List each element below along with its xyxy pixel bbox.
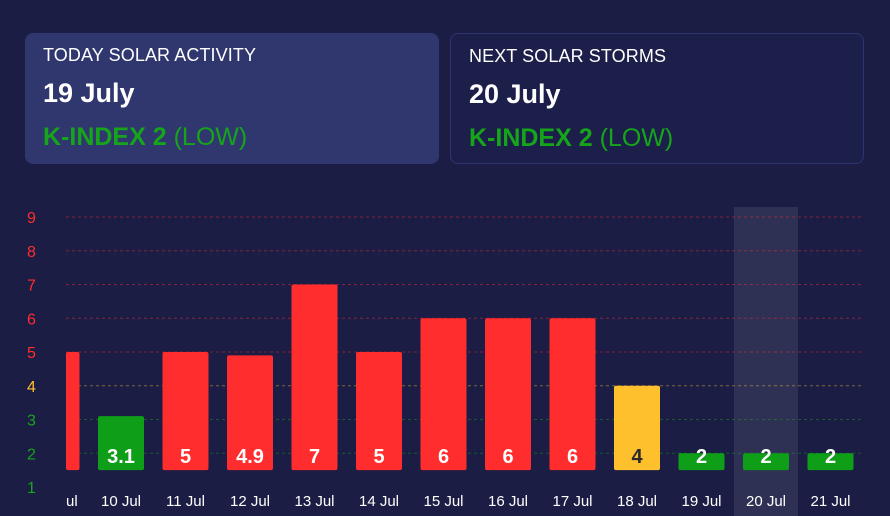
next-date: 20 July xyxy=(469,79,561,109)
bar-value-label: 4.9 xyxy=(236,446,264,468)
bar-value-label: 7 xyxy=(309,446,320,468)
x-tick-label: 17 Jul xyxy=(552,493,592,510)
y-tick-label: 3 xyxy=(27,413,36,430)
today-date: 19 July xyxy=(43,78,135,108)
x-tick-label: 20 Jul xyxy=(746,493,786,510)
today-heading: TODAY SOLAR ACTIVITY xyxy=(43,45,257,65)
x-tick-label: 12 Jul xyxy=(230,493,270,510)
y-tick-label: 4 xyxy=(27,379,36,396)
today-activity-card: TODAY SOLAR ACTIVITY 19 July K-INDEX 2 (… xyxy=(25,33,439,164)
bar xyxy=(807,453,854,471)
bar xyxy=(549,318,596,471)
bar xyxy=(420,318,467,471)
bar-value-label: 2 xyxy=(760,446,771,468)
bar xyxy=(291,284,338,471)
bar xyxy=(227,355,273,471)
bar xyxy=(485,318,531,471)
x-tick-label: 19 Jul xyxy=(681,493,721,510)
y-tick-label: 2 xyxy=(27,446,36,463)
x-tick-label: 11 Jul xyxy=(166,493,205,510)
bar xyxy=(66,352,80,471)
bar-value-label: 6 xyxy=(567,446,578,468)
bar xyxy=(356,352,402,471)
bar xyxy=(162,352,209,471)
today-kindex-level: (LOW) xyxy=(173,123,248,151)
y-tick-label: 7 xyxy=(27,278,36,295)
bar-value-label: 6 xyxy=(438,446,449,468)
x-tick-label: 15 Jul xyxy=(423,493,463,510)
today-kindex: K-INDEX 2 (LOW) xyxy=(43,123,421,152)
bar-value-label: 5 xyxy=(373,446,384,468)
next-storms-card: NEXT SOLAR STORMS 20 July K-INDEX 2 (LOW… xyxy=(450,33,864,164)
x-tick-label: 21 Jul xyxy=(810,493,850,510)
bar-value-label: 4 xyxy=(631,446,643,468)
y-tick-label: 8 xyxy=(27,244,36,261)
bar xyxy=(614,385,660,471)
today-kindex-value: K-INDEX 2 xyxy=(43,123,167,151)
bar-value-label: 6 xyxy=(502,446,513,468)
x-tick-label: 13 Jul xyxy=(294,493,334,510)
bar-value-label: 2 xyxy=(825,446,836,468)
next-kindex: K-INDEX 2 (LOW) xyxy=(469,124,845,153)
bar xyxy=(678,453,725,471)
kindex-bar-chart: 1 2 3 4 5 6 7 8 9 3.1 5 4.9 7 5 6 6 6 4 2 2 2 ul 10 Jul 11 Jul 1… xyxy=(27,207,864,516)
next-kindex-value: K-INDEX 2 xyxy=(469,124,593,152)
next-heading: NEXT SOLAR STORMS xyxy=(469,46,667,66)
x-tick-label: ul xyxy=(66,493,78,510)
bar xyxy=(743,453,789,471)
y-tick-label: 1 xyxy=(27,480,36,497)
x-tick-label: 16 Jul xyxy=(488,493,528,510)
x-tick-label: 14 Jul xyxy=(359,493,399,510)
x-tick-label: 18 Jul xyxy=(617,493,657,510)
bar xyxy=(98,416,144,471)
y-tick-label: 6 xyxy=(27,311,36,328)
bar-value-label: 5 xyxy=(180,446,191,468)
bar-value-label: 2 xyxy=(696,446,707,468)
x-tick-label: 10 Jul xyxy=(101,493,141,510)
next-kindex-level: (LOW) xyxy=(599,124,674,152)
y-tick-label: 9 xyxy=(27,210,36,227)
bar-value-label: 3.1 xyxy=(107,446,135,468)
y-tick-label: 5 xyxy=(27,345,36,362)
